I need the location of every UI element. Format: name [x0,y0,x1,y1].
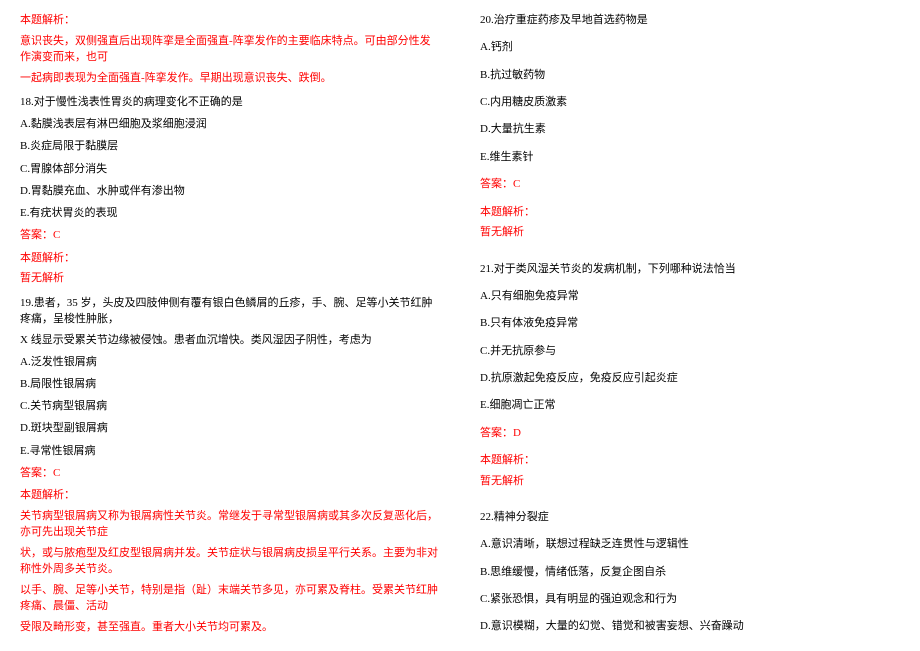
option-e: E.细胞凋亡正常 [480,397,900,414]
option-d: D.意识模糊，大量的幻觉、错觉和被害妄想、兴奋躁动 [480,618,900,635]
analysis-text: 以手、腕、足等小关节，特别是指（趾）末端关节多见，亦可累及脊柱。受累关节红肿疼痛… [20,582,440,615]
analysis-text: 受限及畸形变，甚至强直。重者大小关节均可累及。 [20,619,440,636]
option-c: C.并无抗原参与 [480,343,900,360]
analysis-header: 本题解析： [480,452,900,469]
option-b: B.局限性银屑病 [20,376,440,393]
analysis-header: 本题解析： [20,487,440,504]
option-c: C.胃腺体部分消失 [20,161,440,178]
option-c: C.紧张恐惧，具有明显的强迫观念和行为 [480,591,900,608]
option-d: D.胃黏膜充血、水肿或伴有渗出物 [20,183,440,200]
option-e: E.寻常性银屑病 [20,443,440,460]
question-stem: 19.患者，35 岁，头皮及四肢伸侧有覆有银白色鳞屑的丘疹，手、腕、足等小关节红… [20,295,440,328]
option-c: C.关节病型银屑病 [20,398,440,415]
question-stem: 21.对于类风湿关节炎的发病机制，下列哪种说法恰当 [480,261,900,278]
option-a: A.钙剂 [480,39,900,56]
option-c: C.内用糖皮质激素 [480,94,900,111]
option-d: D.大量抗生素 [480,121,900,138]
answer-label: 答案：C [20,465,440,482]
left-column: 本题解析： 意识丧失，双侧强直后出现阵挛是全面强直-阵挛发作的主要临床特点。可由… [20,12,440,639]
question-stem: X 线显示受累关节边缘被侵蚀。患者血沉增快。类风湿因子阴性，考虑为 [20,332,440,349]
option-a: A.意识清晰，联想过程缺乏连贯性与逻辑性 [480,536,900,553]
option-a: A.只有细胞免疫异常 [480,288,900,305]
option-e: E.有疣状胃炎的表现 [20,205,440,222]
option-b: B.思维缓慢，情绪低落，反复企图自杀 [480,564,900,581]
option-d: D.斑块型副银屑病 [20,420,440,437]
analysis-text: 一起病即表现为全面强直-阵挛发作。早期出现意识丧失、跌倒。 [20,70,440,87]
answer-label: 答案：C [480,176,900,193]
analysis-header: 本题解析： [20,12,440,29]
analysis-header: 本题解析： [480,204,900,221]
option-d: D.抗原激起免疫反应，免疫反应引起炎症 [480,370,900,387]
question-stem: 20.治疗重症药疹及早地首选药物是 [480,12,900,29]
analysis-text: 暂无解析 [20,270,440,287]
question-stem: 18.对于慢性浅表性胃炎的病理变化不正确的是 [20,94,440,111]
analysis-text: 暂无解析 [480,224,900,241]
answer-label: 答案：D [480,425,900,442]
analysis-text: 暂无解析 [480,473,900,490]
question-stem: 22.精神分裂症 [480,509,900,526]
option-e: E.维生素针 [480,149,900,166]
option-b: B.只有体液免疫异常 [480,315,900,332]
option-b: B.抗过敏药物 [480,67,900,84]
analysis-text: 意识丧失，双侧强直后出现阵挛是全面强直-阵挛发作的主要临床特点。可由部分性发作演… [20,33,440,66]
right-column: 20.治疗重症药疹及早地首选药物是 A.钙剂 B.抗过敏药物 C.内用糖皮质激素… [480,12,900,639]
analysis-text: 状，或与脓疱型及红皮型银屑病并发。关节症状与银屑病皮损呈平行关系。主要为非对称性… [20,545,440,578]
answer-label: 答案：C [20,227,440,244]
option-b: B.炎症局限于黏膜层 [20,138,440,155]
option-a: A.黏膜浅表层有淋巴细胞及浆细胞浸润 [20,116,440,133]
option-a: A.泛发性银屑病 [20,354,440,371]
analysis-header: 本题解析： [20,250,440,267]
analysis-text: 关节病型银屑病又称为银屑病性关节炎。常继发于寻常型银屑病或其多次反复恶化后，亦可… [20,508,440,541]
